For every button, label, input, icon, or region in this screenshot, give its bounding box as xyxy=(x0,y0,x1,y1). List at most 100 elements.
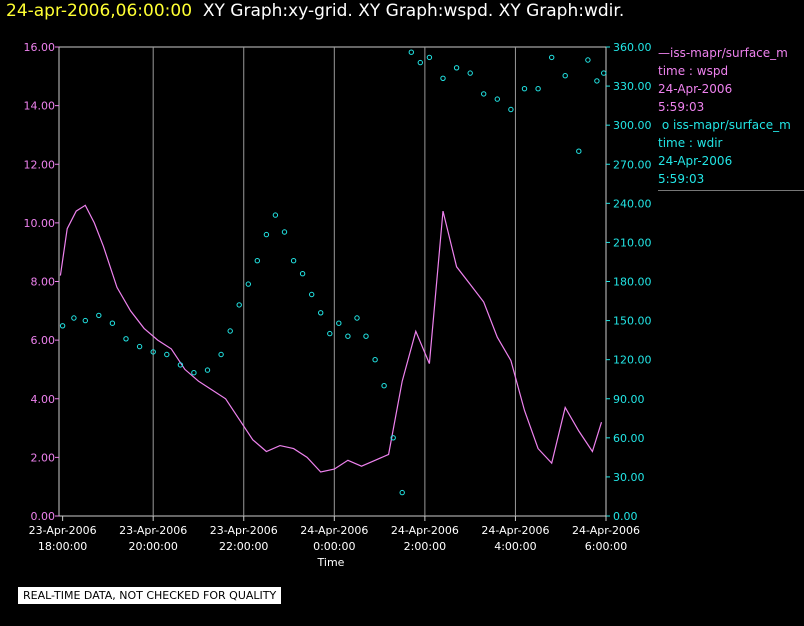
right-tick-label: 60.00 xyxy=(613,432,645,445)
x-tick-label-date: 24-Apr-2006 xyxy=(300,524,368,537)
legend-wspd-time: 5:59:03 xyxy=(658,100,705,114)
wdir-point xyxy=(263,231,270,238)
right-tick-label: 330.00 xyxy=(613,80,652,93)
right-tick-label: 180.00 xyxy=(613,276,652,289)
graph-names-title: XY Graph:xy-grid. XY Graph:wspd. XY Grap… xyxy=(202,1,625,21)
data-quality-note: REAL-TIME DATA, NOT CHECKED FOR QUALITY xyxy=(18,587,282,604)
right-tick-label: 0.00 xyxy=(613,510,638,523)
x-tick-label-time: 18:00:00 xyxy=(38,540,87,553)
wdir-point xyxy=(354,315,360,321)
wdir-point xyxy=(59,323,66,329)
legend-wdir-marker-icon: o xyxy=(658,118,673,132)
wdir-point xyxy=(254,258,260,264)
right-tick-label: 210.00 xyxy=(613,236,652,249)
left-tick-label: 2.00 xyxy=(31,451,56,464)
legend-wdir-date: 24-Apr-2006 xyxy=(658,154,733,168)
x-tick-label-date: 24-Apr-2006 xyxy=(481,524,549,537)
wdir-point xyxy=(363,333,369,339)
wdir-series xyxy=(59,49,607,496)
timestamp-title: 24-apr-2006,06:00:00 xyxy=(6,1,193,21)
wdir-point xyxy=(426,54,433,61)
x-tick-label-date: 24-Apr-2006 xyxy=(572,524,640,537)
wdir-point xyxy=(281,229,288,235)
legend-wdir-name: o iss-mapr/surface_m xyxy=(658,116,804,134)
wdir-point xyxy=(372,357,378,363)
x-tick-label-time: 22:00:00 xyxy=(219,540,268,553)
legend-wspd-var: time : wspd xyxy=(658,64,729,78)
wdir-point xyxy=(236,302,242,308)
left-tick-label: 6.00 xyxy=(31,334,56,347)
x-tick-label-time: 2:00:00 xyxy=(404,540,446,553)
wdir-point xyxy=(191,370,197,376)
x-tick-label-date: 24-Apr-2006 xyxy=(391,524,459,537)
wdir-point xyxy=(150,349,156,355)
wdir-point xyxy=(136,343,143,350)
wdir-point xyxy=(336,320,342,326)
left-tick-label: 10.00 xyxy=(24,217,56,230)
wdir-point xyxy=(549,54,555,61)
wdir-point xyxy=(601,70,607,76)
wdir-point xyxy=(585,57,591,63)
right-tick-label: 150.00 xyxy=(613,315,652,328)
legend-wspd-name: —iss-mapr/surface_m xyxy=(658,46,788,60)
wdir-point xyxy=(299,271,306,277)
wdir-point xyxy=(272,212,279,218)
right-tick-label: 360.00 xyxy=(613,41,652,54)
left-tick-label: 8.00 xyxy=(31,276,56,289)
right-tick-label: 300.00 xyxy=(613,119,652,132)
wdir-point xyxy=(381,383,387,389)
legend-wdir-label: iss-mapr/surface_m xyxy=(672,118,791,132)
wdir-point xyxy=(390,435,396,441)
wdir-point xyxy=(82,317,89,324)
left-tick-label: 16.00 xyxy=(24,41,56,54)
wdir-point xyxy=(164,351,170,358)
x-tick-label-date: 23-Apr-2006 xyxy=(29,524,97,537)
legend-wdir-var: time : wdir xyxy=(658,136,723,150)
left-tick-label: 4.00 xyxy=(31,393,56,406)
plot-frame xyxy=(58,46,607,517)
vertical-grid xyxy=(152,47,516,516)
wdir-point xyxy=(123,336,129,342)
wdir-point xyxy=(594,78,600,84)
x-tick-label-date: 23-Apr-2006 xyxy=(119,524,187,537)
wdir-point xyxy=(417,59,423,66)
wdir-point xyxy=(494,96,500,102)
x-tick-label-time: 6:00:00 xyxy=(585,540,627,553)
wdir-point xyxy=(576,148,582,154)
wdir-point xyxy=(290,258,297,264)
wdir-point xyxy=(399,489,405,496)
wspd-line xyxy=(59,204,603,473)
left-tick-label: 14.00 xyxy=(24,100,56,113)
right-tick-label: 270.00 xyxy=(613,158,652,171)
wdir-point xyxy=(481,91,487,97)
right-tick-label: 240.00 xyxy=(613,197,652,210)
wdir-point xyxy=(562,73,568,79)
x-tick-label-time: 4:00:00 xyxy=(494,540,536,553)
legend-wspd-label: iss-mapr/surface_m xyxy=(670,46,788,60)
wdir-point xyxy=(227,328,233,334)
x-axis: 23-Apr-2006 18:00:00 23-Apr-2006 20:00:00 23… xyxy=(29,516,640,553)
wdir-point xyxy=(453,65,460,71)
wdir-point xyxy=(309,291,315,298)
wspd-series xyxy=(59,204,603,473)
wdir-point xyxy=(204,367,211,373)
wdir-point xyxy=(440,75,446,82)
wdir-point xyxy=(467,70,473,76)
legend-wspd-date: 24-Apr-2006 xyxy=(658,82,733,96)
wdir-point xyxy=(408,49,414,55)
wdir-point xyxy=(535,86,541,92)
wdir-point xyxy=(345,333,351,339)
wdir-point xyxy=(508,106,514,113)
right-tick-label: 90.00 xyxy=(613,393,645,406)
right-tick-label: 30.00 xyxy=(613,471,645,484)
wdir-point xyxy=(318,310,324,316)
right-y-axis: 0.00 30.00 60.00 90.00 120.00 150.00 180.00 210… xyxy=(606,41,652,523)
left-tick-label: 12.00 xyxy=(24,158,56,171)
wdir-point xyxy=(521,86,528,92)
wdir-point xyxy=(109,320,116,326)
x-axis-title: Time xyxy=(317,556,345,569)
x-tick-label-time: 20:00:00 xyxy=(128,540,177,553)
wdir-point xyxy=(177,362,184,368)
wdir-point xyxy=(327,330,333,337)
wdir-point xyxy=(218,351,224,358)
